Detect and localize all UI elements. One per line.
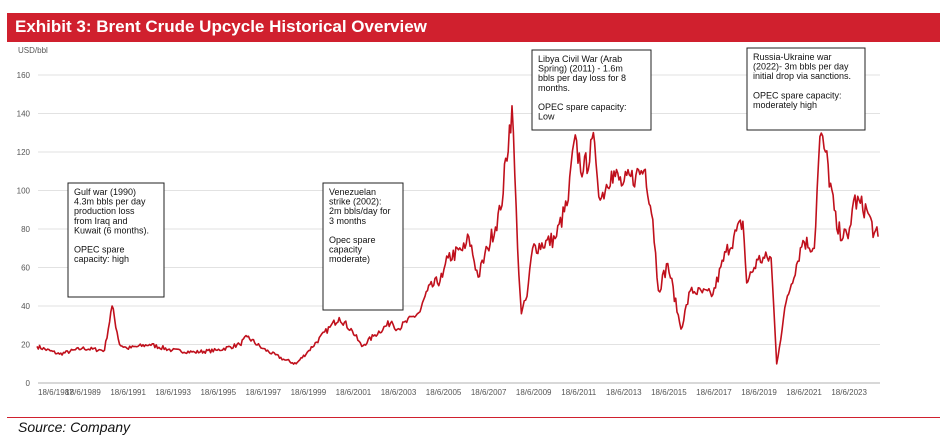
annotation-line: moderately high xyxy=(753,100,817,110)
annotation-line: initial drop via sanctions. xyxy=(753,71,851,81)
annotation-line: OPEC spare capacity: xyxy=(538,102,627,112)
annotation-line: 2m bbls/day for xyxy=(329,206,391,216)
y-axis-unit-label: USD/bbl xyxy=(18,46,48,55)
x-tick-label: 18/6/2003 xyxy=(381,388,417,397)
x-tick-label: 18/6/2001 xyxy=(336,388,372,397)
y-tick-label: 120 xyxy=(17,148,31,157)
x-tick-label: 18/6/1991 xyxy=(110,388,146,397)
annotation-line: OPEC spare xyxy=(74,245,125,255)
x-tick-label: 18/6/1993 xyxy=(155,388,191,397)
x-tick-label: 18/6/2007 xyxy=(471,388,507,397)
annotation-box xyxy=(746,47,866,131)
annotation-line: strike (2002): xyxy=(329,197,382,207)
x-tick-label: 18/6/2023 xyxy=(831,388,867,397)
x-tick-label: 18/6/2011 xyxy=(561,388,597,397)
x-tick-label: 18/6/1997 xyxy=(246,388,282,397)
x-tick-label: 18/6/2013 xyxy=(606,388,642,397)
annotation-line: (2022)- 3m bbls per day xyxy=(753,62,849,72)
annotation-layer: Gulf war (1990)4.3m bbls per dayproducti… xyxy=(67,47,866,311)
annotation-line: 4.3m bbls per day xyxy=(74,197,146,207)
y-tick-label: 0 xyxy=(26,379,31,388)
annotation-line: bbls per day loss for 8 xyxy=(538,73,626,83)
annotation-line: 3 months xyxy=(329,216,367,226)
brent-price-line xyxy=(36,105,879,365)
x-tick-label: 18/6/2017 xyxy=(696,388,732,397)
x-tick-label: 18/6/2015 xyxy=(651,388,687,397)
x-tick-label: 18/6/1999 xyxy=(291,388,327,397)
x-tick-label: 18/6/2009 xyxy=(516,388,552,397)
annotation-line: Spring) (2011) - 1.6m xyxy=(538,64,623,74)
annotation-line: Russia-Ukraine war xyxy=(753,52,832,62)
annotation-line: capacity: high xyxy=(74,254,129,264)
annotation-box xyxy=(322,182,404,311)
footer-rule xyxy=(7,417,940,418)
y-tick-label: 40 xyxy=(21,302,30,311)
annotation-box xyxy=(67,182,165,298)
annotation-line: production loss xyxy=(74,206,135,216)
annotation-line: capacity xyxy=(329,245,363,255)
annotation-box xyxy=(531,49,652,131)
series-layer xyxy=(36,105,879,365)
annotation-line: Venezuelan xyxy=(329,187,376,197)
y-tick-labels: 0 20 40 60 80 100 120 140 160 xyxy=(17,71,31,388)
exhibit-title: Exhibit 3: Brent Crude Upcycle Historica… xyxy=(15,17,427,36)
y-tick-label: 60 xyxy=(21,264,30,273)
x-tick-label: 18/6/1987 xyxy=(38,388,74,397)
x-tick-label: 18/6/2019 xyxy=(741,388,777,397)
annotation-gulf-war: Gulf war (1990)4.3m bbls per dayproducti… xyxy=(67,182,165,298)
y-tick-label: 20 xyxy=(21,341,30,350)
y-tick-label: 140 xyxy=(17,110,31,119)
annotation-line: Libya Civil War (Arab xyxy=(538,54,622,64)
annotation-russia-ukraine-war: Russia-Ukraine war(2022)- 3m bbls per da… xyxy=(746,47,866,131)
y-tick-label: 80 xyxy=(21,225,30,234)
source-note: Source: Company xyxy=(18,419,131,435)
annotation-line: Kuwait (6 months). xyxy=(74,225,149,235)
x-tick-label: 18/6/2005 xyxy=(426,388,462,397)
x-tick-label: 18/6/1989 xyxy=(65,388,101,397)
x-tick-label: 18/6/2021 xyxy=(786,388,822,397)
annotation-line: Opec spare xyxy=(329,235,376,245)
annotation-line: moderate) xyxy=(329,254,370,264)
grid-layer xyxy=(38,74,880,384)
y-tick-label: 160 xyxy=(17,71,31,80)
y-tick-label: 100 xyxy=(17,187,31,196)
annotation-line: from Iraq and xyxy=(74,216,128,226)
annotation-line: Low xyxy=(538,112,555,122)
annotation-line: months. xyxy=(538,83,570,93)
annotation-line: Gulf war (1990) xyxy=(74,187,136,197)
exhibit-header: Exhibit 3: Brent Crude Upcycle Historica… xyxy=(7,13,940,42)
annotation-line: OPEC spare capacity: xyxy=(753,90,842,100)
x-tick-label: 18/6/1995 xyxy=(200,388,236,397)
